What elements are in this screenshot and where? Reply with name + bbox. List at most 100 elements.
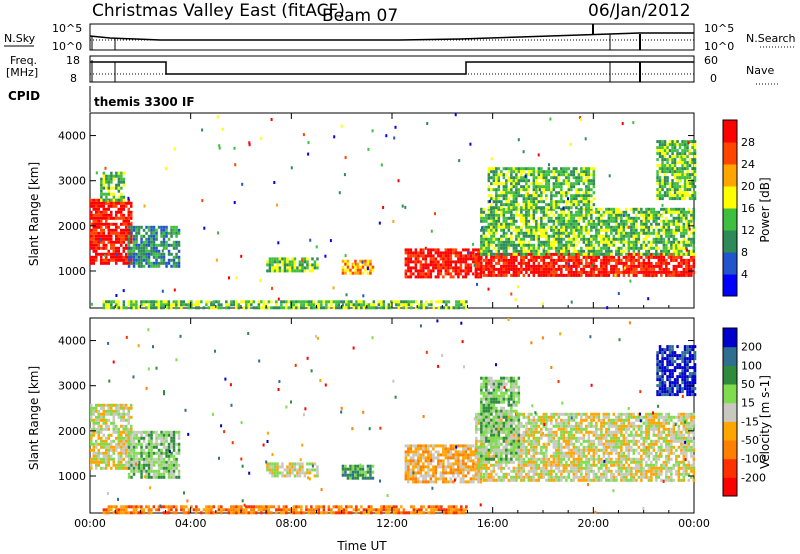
power-cell [487,213,491,217]
power-cell [690,240,693,244]
power-cell [560,252,563,256]
power-cell [182,300,186,304]
power-cell [547,206,551,210]
power-cell [510,264,513,268]
power-cell [562,213,566,217]
power-cell [662,252,666,256]
power-cell [485,216,488,220]
power-cell [580,167,583,171]
power-cell [550,261,553,265]
power-cell [665,258,668,262]
power-cell [580,210,583,214]
power-cell [522,207,526,211]
power-cell [522,213,526,217]
power-cell [310,303,313,307]
noise-tick-bottom-right: 10^0 [704,40,734,53]
velocity-cell [432,447,435,451]
power-cell [449,248,453,252]
velocity-cell [117,433,120,437]
power-cell [105,180,108,184]
power-scatter-point [424,246,427,250]
velocity-cell [477,415,481,419]
power-cell [530,264,533,268]
power-cell [102,216,105,220]
power-cell [572,225,576,229]
power-cell [572,228,576,232]
velocity-cell [424,456,428,460]
power-cell [690,222,693,226]
power-cell [366,271,370,275]
velocity-cell [462,474,465,478]
power-cell [117,258,120,262]
power-cell [354,271,357,275]
velocity-cell [130,469,133,473]
power-y-tick-label: 3000 [58,175,86,188]
velocity-cell [155,433,158,437]
power-cell [540,225,543,229]
velocity-cell [147,433,151,437]
power-cell [110,180,113,184]
power-cell [180,300,183,304]
power-cell [510,222,513,226]
power-cell [675,237,678,241]
power-cell [120,192,123,196]
power-cell [490,206,493,210]
power-cell [635,207,638,211]
power-cell [522,249,526,253]
power-cell [625,213,628,217]
power-cell [661,152,664,156]
power-cell [170,306,173,310]
power-cell [152,246,156,250]
velocity-cell [288,465,292,469]
power-cell [454,263,458,267]
power-cell [364,262,367,266]
power-cell [427,248,430,252]
power-cell [469,263,473,267]
power-cell [665,219,668,223]
velocity-cell [454,447,458,451]
power-cell [293,257,297,261]
power-cell [130,300,133,304]
power-scatter-point [371,129,374,133]
power-cell [407,275,410,279]
power-cell [552,182,556,186]
power-cell [490,207,493,211]
velocity-cell [122,445,125,449]
power-cell [522,231,526,235]
power-cell [212,300,216,304]
velocity-cell [414,447,418,451]
power-cell [688,149,692,153]
velocity-cell [172,457,176,461]
power-cell [530,234,533,238]
power-cell [492,188,496,192]
power-cell [660,264,663,268]
power-cell [595,222,598,226]
power-cell [676,143,679,147]
power-cell [567,246,571,250]
velocity-cell [306,468,309,472]
velocity-cell [132,463,136,467]
power-cell [172,225,176,229]
power-cell [530,243,533,247]
power-cell [567,243,571,247]
power-cell [525,252,528,256]
power-cell [147,255,151,259]
power-cell [424,266,428,270]
power-cell [620,222,623,226]
velocity-cell [437,450,440,454]
power-cell [247,306,251,310]
power-cell [567,182,571,186]
velocity-cell [130,442,133,446]
power-cell [122,303,126,307]
power-cell [657,231,661,235]
power-scatter-point [104,254,107,258]
power-cell [95,201,98,205]
power-cell [592,246,596,250]
velocity-cell [477,412,481,416]
power-cell [555,191,558,195]
velocity-cell [293,474,297,478]
velocity-cell [434,477,438,481]
power-cell [354,268,357,272]
power-cell [502,243,506,247]
power-cell [512,228,516,232]
